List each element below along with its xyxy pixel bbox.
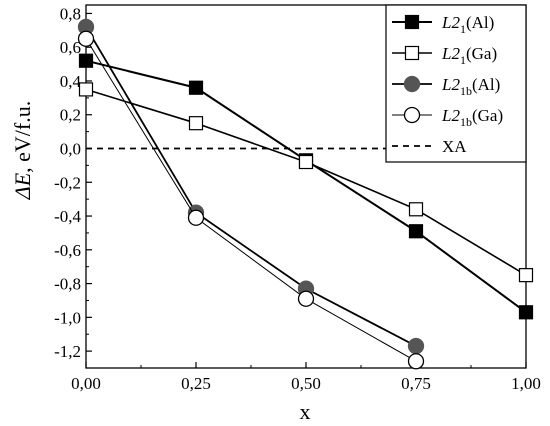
data-point — [298, 154, 314, 170]
x-tick-label: 0,75 — [401, 374, 431, 393]
data-point — [407, 353, 425, 370]
data-point — [518, 268, 534, 283]
series-2 — [78, 82, 534, 283]
x-axis-title: x — [300, 399, 311, 424]
y-tick-label: 0,6 — [60, 38, 81, 57]
legend-label: L21(Ga) — [441, 44, 497, 67]
legend-label: XA — [442, 137, 467, 156]
data-point — [408, 224, 424, 239]
y-tick-label: -1,2 — [54, 342, 81, 361]
series-group — [77, 18, 534, 370]
data-point — [408, 202, 424, 217]
legend-marker — [403, 106, 421, 124]
series-line — [85, 38, 417, 362]
data-point — [297, 290, 315, 307]
x-tick-label: 0,25 — [181, 374, 211, 393]
legend-label: L21b(Ga) — [441, 106, 503, 129]
y-tick-label: 0,8 — [60, 4, 81, 23]
data-point — [188, 116, 204, 131]
data-point — [78, 82, 94, 97]
data-point — [188, 80, 204, 95]
legend-entry: L21b(Al) — [392, 75, 500, 98]
legend: L21(Al) L21(Ga) L21b(Al) L21b(Ga) XA — [385, 4, 527, 163]
legend-entry: L21(Al) — [392, 13, 494, 36]
series-4 — [77, 30, 425, 370]
legend-marker — [403, 75, 421, 93]
series-line — [85, 26, 417, 347]
legend-marker — [404, 14, 420, 30]
data-point — [78, 53, 94, 68]
data-point — [518, 305, 534, 320]
series-3 — [77, 18, 425, 355]
legend-label: L21b(Al) — [441, 75, 500, 98]
y-tick-label: -0,2 — [54, 173, 81, 192]
legend-entry: XA — [392, 137, 467, 156]
axes — [85, 4, 527, 369]
x-tick-label: 0,50 — [291, 374, 321, 393]
legend-entry: L21(Ga) — [392, 44, 497, 67]
y-tick-label: 0,2 — [60, 106, 81, 125]
legend-entry: L21b(Ga) — [392, 106, 503, 129]
data-point — [187, 209, 205, 226]
y-tick-label: -0,6 — [54, 241, 81, 260]
x-tick-label: 1,00 — [511, 374, 541, 393]
y-tick-label: -0,8 — [54, 275, 81, 294]
y-tick-label: 0,4 — [60, 72, 82, 91]
y-axis-title: ΔE, eV/f.u. — [10, 101, 35, 200]
data-point — [77, 30, 95, 47]
data-point — [407, 337, 425, 355]
x-tick-label: 0,00 — [71, 374, 101, 393]
tick-labels: 0,00 0,25 0,50 0,75 1,00 0,8 0,6 0,4 0,2 0,0 -0,2 -… — [54, 4, 541, 393]
y-tick-label: -0,4 — [54, 207, 81, 226]
y-tick-label: -1,0 — [54, 308, 81, 327]
legend-label: L21(Al) — [441, 13, 494, 36]
legend-marker — [404, 45, 420, 61]
y-tick-label: 0,0 — [60, 140, 81, 159]
